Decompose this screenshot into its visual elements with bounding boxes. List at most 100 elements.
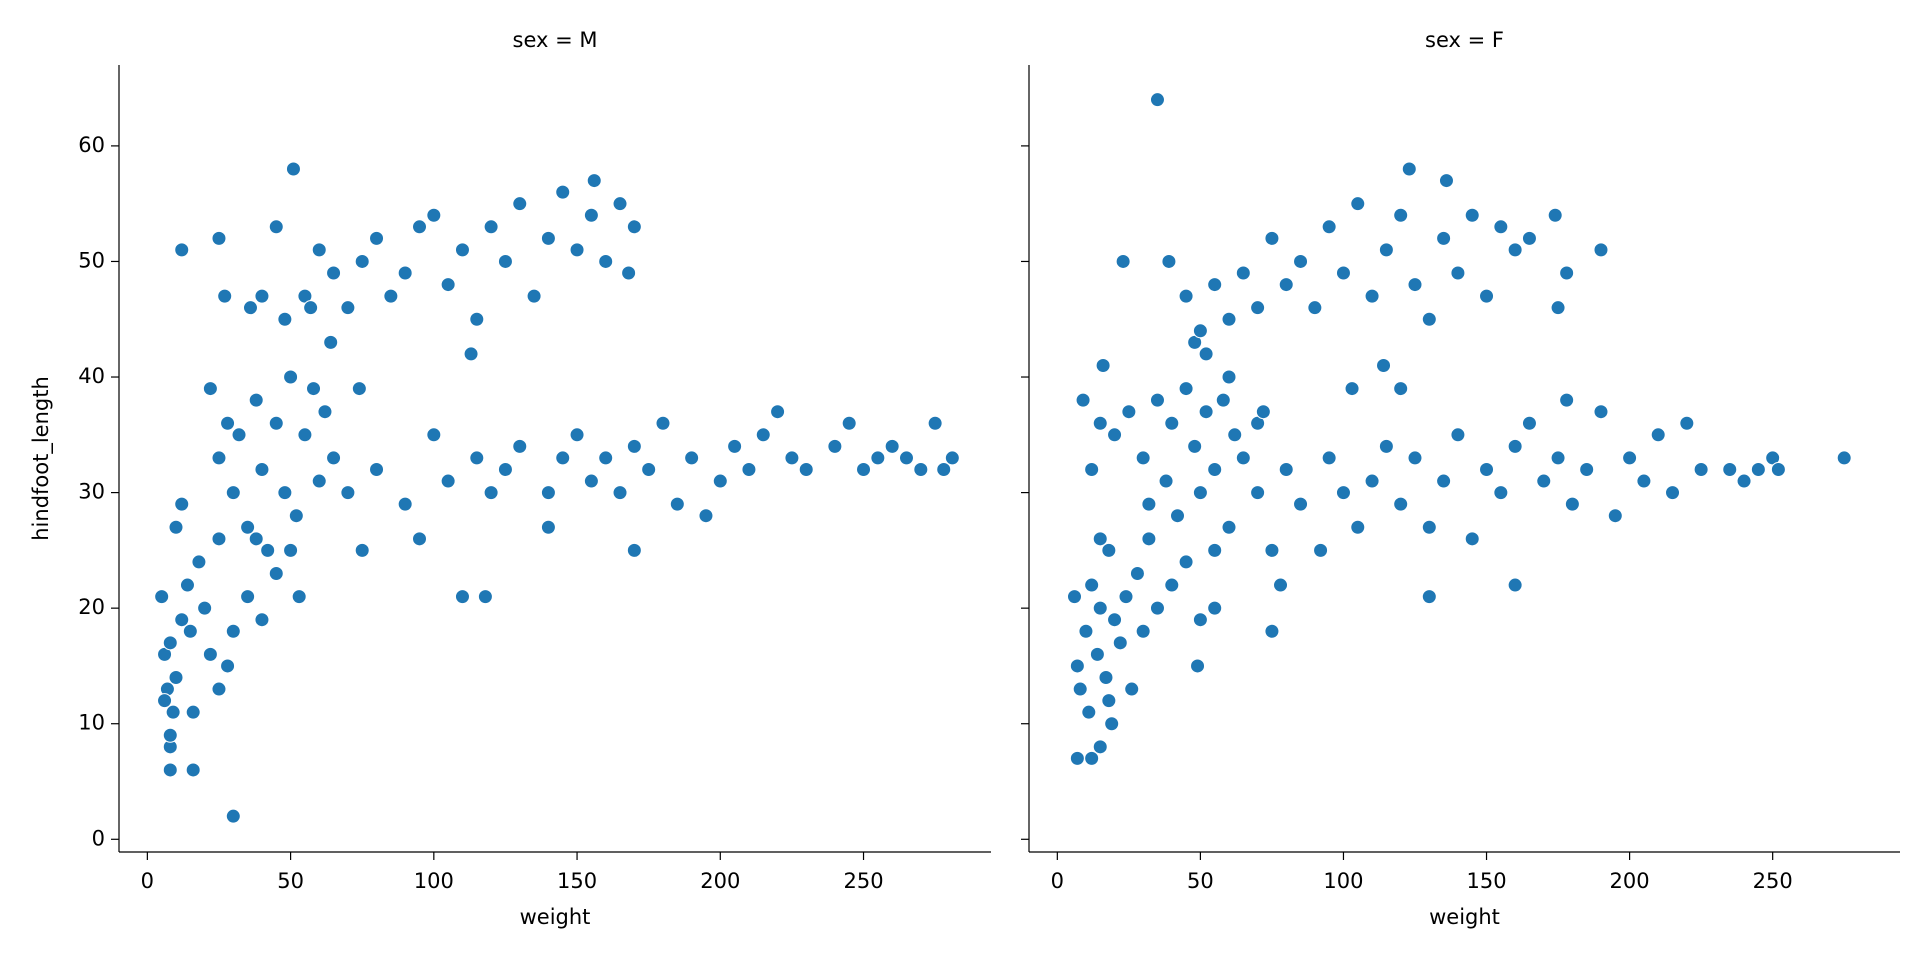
scatter-point: [1421, 311, 1437, 327]
scatter-point: [1436, 473, 1452, 489]
scatter-point: [1636, 473, 1652, 489]
scatter-point: [162, 727, 178, 743]
scatter-point: [512, 196, 528, 212]
scatter-point: [1521, 415, 1537, 431]
scatter-point: [1066, 589, 1082, 605]
scatter-point: [1550, 450, 1566, 466]
scatter-point: [1081, 704, 1097, 720]
scatter-point: [1207, 542, 1223, 558]
scatter-point: [354, 253, 370, 269]
scatter-point: [1507, 242, 1523, 258]
scatter-point: [497, 253, 513, 269]
scatter-point: [168, 519, 184, 535]
scatter-point: [202, 646, 218, 662]
scatter-point: [1149, 392, 1165, 408]
scatter-point: [469, 311, 485, 327]
scatter-point: [884, 438, 900, 454]
scatter-point: [1107, 612, 1123, 628]
scatter-point: [340, 300, 356, 316]
scatter-point: [1164, 415, 1180, 431]
scatter-point: [1101, 693, 1117, 709]
scatter-point: [1736, 473, 1752, 489]
scatter-point: [1135, 450, 1151, 466]
scatter-point: [1069, 658, 1085, 674]
scatter-point: [1547, 207, 1563, 223]
scatter-point: [583, 207, 599, 223]
scatter-point: [162, 762, 178, 778]
scatter-point: [927, 415, 943, 431]
scatter-point: [727, 438, 743, 454]
scatter-point: [1559, 392, 1575, 408]
scatter-point: [1401, 161, 1417, 177]
scatter-point: [1264, 230, 1280, 246]
x-axis-label: weight: [1429, 905, 1500, 929]
scatter-point: [1092, 415, 1108, 431]
scatter-point: [220, 658, 236, 674]
scatter-point: [291, 589, 307, 605]
scatter-point: [1095, 357, 1111, 373]
scatter-point: [856, 461, 872, 477]
scatter-point: [174, 612, 190, 628]
scatter-point: [1084, 461, 1100, 477]
scatter-point: [211, 531, 227, 547]
scatter-point: [168, 669, 184, 685]
scatter-point: [1407, 277, 1423, 293]
scatter-point: [612, 485, 628, 501]
scatter-point: [154, 589, 170, 605]
scatter-point: [1207, 600, 1223, 616]
x-tick-label: 200: [700, 869, 740, 893]
scatter-point: [1665, 485, 1681, 501]
scatter-point: [698, 508, 714, 524]
scatter-point: [463, 346, 479, 362]
scatter-point: [254, 288, 270, 304]
scatter-point: [1135, 623, 1151, 639]
y-tick-label: 50: [78, 248, 105, 272]
scatter-point: [1313, 542, 1329, 558]
scatter-point: [1101, 542, 1117, 558]
scatter-point: [1178, 554, 1194, 570]
scatter-point: [1092, 600, 1108, 616]
x-tick-label: 250: [843, 869, 883, 893]
scatter-point: [626, 542, 642, 558]
scatter-point: [297, 427, 313, 443]
scatter-point: [1378, 438, 1394, 454]
scatter-point: [1084, 750, 1100, 766]
scatter-point: [483, 485, 499, 501]
scatter-point: [185, 762, 201, 778]
scatter-point: [870, 450, 886, 466]
scatter-point: [1190, 658, 1206, 674]
scatter-point: [469, 450, 485, 466]
scatter-point: [1350, 196, 1366, 212]
scatter-point: [1293, 253, 1309, 269]
scatter-point: [225, 485, 241, 501]
scatter-point: [540, 519, 556, 535]
scatter-point: [944, 450, 960, 466]
scatter-point: [1464, 207, 1480, 223]
scatter-point: [326, 450, 342, 466]
scatter-point: [641, 461, 657, 477]
scatter-point: [1187, 438, 1203, 454]
scatter-point: [1084, 577, 1100, 593]
scatter-point: [1221, 369, 1237, 385]
scatter-point: [1149, 600, 1165, 616]
scatter-point: [1407, 450, 1423, 466]
scatter-point: [1250, 485, 1266, 501]
scatter-point: [1164, 577, 1180, 593]
scatter-point: [369, 461, 385, 477]
scatter-point: [1255, 404, 1271, 420]
x-tick-label: 100: [414, 869, 454, 893]
scatter-point: [1278, 461, 1294, 477]
scatter-point: [784, 450, 800, 466]
x-tick-label: 150: [1466, 869, 1506, 893]
scatter-point: [598, 253, 614, 269]
scatter-point: [277, 485, 293, 501]
scatter-point: [288, 508, 304, 524]
scatter-point: [1141, 496, 1157, 512]
x-tick-label: 50: [277, 869, 304, 893]
scatter-point: [311, 242, 327, 258]
scatter-point: [770, 404, 786, 420]
scatter-point: [1579, 461, 1595, 477]
scatter-point: [598, 450, 614, 466]
scatter-point: [1192, 485, 1208, 501]
scatter-point: [383, 288, 399, 304]
